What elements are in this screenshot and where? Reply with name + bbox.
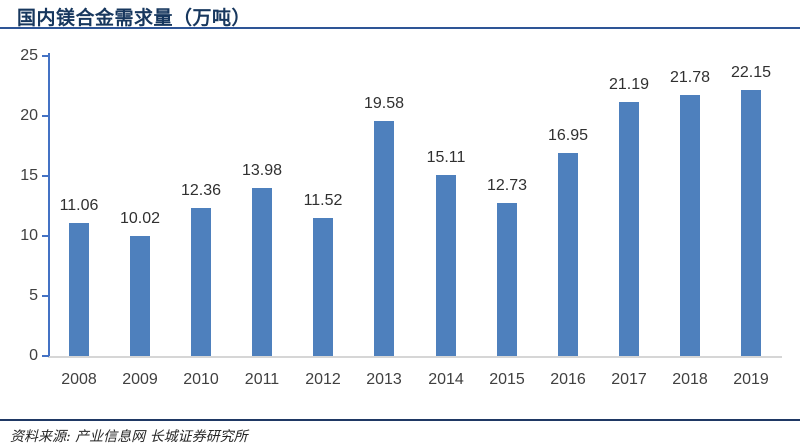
title-separator-rule (0, 27, 800, 29)
bar-2008 (69, 223, 89, 356)
bar-value-label: 15.11 (426, 149, 466, 166)
y-axis-tick (42, 115, 49, 117)
bar-2011 (252, 188, 272, 356)
data-source-note: 资料来源: 产业信息网 长城证券研究所 (10, 429, 248, 445)
x-axis-tick-label: 2010 (183, 371, 219, 388)
bar-value-label: 19.58 (363, 95, 405, 112)
x-axis-tick-label: 2013 (366, 371, 402, 388)
x-axis-tick-label: 2015 (489, 371, 525, 388)
x-axis-tick-label: 2009 (122, 371, 158, 388)
bar-2017 (619, 102, 639, 356)
bar-value-label: 22.15 (730, 64, 772, 81)
bar-2015 (497, 203, 517, 356)
bar-value-label: 13.98 (241, 162, 283, 179)
bar-value-label: 12.36 (180, 182, 222, 199)
x-axis-tick-label: 2008 (61, 371, 97, 388)
y-axis-tick-label: 25 (20, 47, 38, 64)
bar-2009 (130, 236, 150, 356)
bar-2014 (436, 175, 456, 356)
y-axis-tick-label: 5 (29, 287, 38, 304)
x-axis-tick-label: 2014 (428, 371, 464, 388)
y-axis-tick (42, 235, 49, 237)
bar-2018 (680, 95, 700, 356)
bar-2013 (374, 121, 394, 356)
x-axis-tick-label: 2019 (733, 371, 769, 388)
x-axis-tick-label: 2012 (305, 371, 341, 388)
bar-value-label: 10.02 (119, 210, 161, 227)
x-axis-tick-label: 2016 (550, 371, 586, 388)
bar-value-label: 11.52 (303, 192, 343, 209)
y-axis-tick-label: 15 (20, 167, 38, 184)
bar-2016 (558, 153, 578, 356)
chart-title: 国内镁合金需求量（万吨） (17, 8, 252, 29)
x-axis-tick-label: 2011 (244, 371, 280, 388)
bar-chart-plot-area: 0 5 10 15 20 25 11.06 2008 10.02 2009 12.36 2010 13.… (20, 47, 782, 388)
bar-2012 (313, 218, 333, 356)
y-axis-tick (42, 55, 49, 57)
x-axis-tick-label: 2017 (611, 371, 647, 388)
bar-value-label: 21.19 (608, 76, 650, 93)
x-axis-line (48, 356, 782, 358)
footer-separator-rule (0, 419, 800, 421)
bar-2019 (741, 90, 761, 356)
y-axis-tick-label: 10 (20, 227, 38, 244)
y-axis-tick-label: 20 (20, 107, 38, 124)
y-axis-tick (42, 295, 49, 297)
y-axis-tick-label: 0 (29, 347, 38, 364)
y-axis-tick (42, 175, 49, 177)
bar-value-label: 11.06 (59, 197, 99, 214)
y-axis-line (48, 53, 50, 357)
bar-2010 (191, 208, 211, 356)
y-axis-tick (42, 355, 49, 357)
x-axis-tick-label: 2018 (672, 371, 708, 388)
bar-value-label: 21.78 (669, 69, 711, 86)
bar-value-label: 16.95 (547, 127, 589, 144)
bar-value-label: 12.73 (486, 177, 528, 194)
